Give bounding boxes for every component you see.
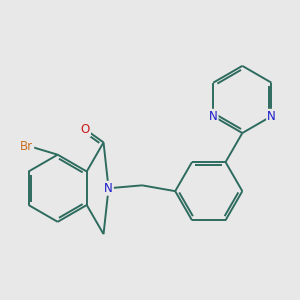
Text: N: N — [267, 110, 276, 123]
Text: N: N — [104, 182, 113, 195]
Text: N: N — [209, 110, 218, 123]
Text: O: O — [81, 123, 90, 136]
Text: Br: Br — [20, 140, 33, 153]
